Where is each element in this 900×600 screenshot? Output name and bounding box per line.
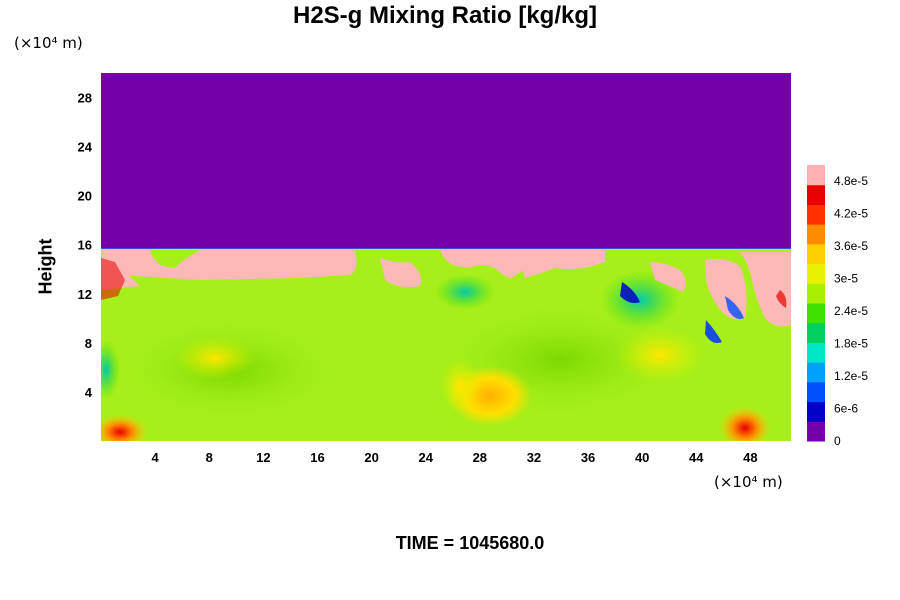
y-tick-label: 8 <box>85 336 92 351</box>
chart-title: H2S-g Mixing Ratio [kg/kg] <box>292 2 597 29</box>
colorbar-swatch <box>807 362 825 383</box>
time-label: TIME = 1045680.0 <box>395 533 545 553</box>
colorbar-tick-label: 3e-5 <box>834 272 858 286</box>
x-unit-label: (×10⁴ m) <box>714 473 783 491</box>
x-tick-label: 12 <box>256 450 270 465</box>
colorbar-tick-label: 0 <box>834 434 841 448</box>
colorbar-swatch <box>807 184 825 205</box>
colorbar-tick-label: 6e-6 <box>834 402 858 416</box>
heatmap-field <box>101 73 791 441</box>
x-tick-label: 32 <box>527 450 541 465</box>
colorbar-swatch <box>807 263 825 284</box>
y-tick-labels: 4 8 12 16 20 24 28 <box>78 91 93 400</box>
y-tick-label: 28 <box>78 91 92 106</box>
colorbar-swatch <box>807 283 825 304</box>
colorbar-swatch <box>807 303 825 324</box>
x-tick-label: 48 <box>743 450 757 465</box>
x-tick-label: 28 <box>473 450 487 465</box>
y-tick-label: 4 <box>85 385 93 400</box>
colorbar-tick-label: 1.8e-5 <box>834 337 868 351</box>
y-tick-label: 24 <box>78 140 93 155</box>
colorbar-swatch <box>807 421 825 442</box>
colorbar <box>807 165 825 442</box>
colorbar-tick-label: 1.2e-5 <box>834 369 868 383</box>
colorbar-tick-label: 4.8e-5 <box>834 174 868 188</box>
colorbar-swatch <box>807 401 825 422</box>
colorbar-tick-label: 3.6e-5 <box>834 239 868 253</box>
y-tick-label: 20 <box>78 189 92 204</box>
colorbar-tick-labels: 0 6e-6 1.2e-5 1.8e-5 2.4e-5 3e-5 3.6e-5 4.2e-5 4… <box>834 174 868 448</box>
x-tick-label: 24 <box>418 450 433 465</box>
x-tick-label: 36 <box>581 450 595 465</box>
colorbar-tick-label: 4.2e-5 <box>834 207 868 221</box>
x-tick-label: 8 <box>206 450 213 465</box>
colorbar-swatch <box>807 381 825 403</box>
y-tick-label: 12 <box>78 287 92 302</box>
x-tick-label: 16 <box>310 450 324 465</box>
x-tick-label: 20 <box>364 450 378 465</box>
colorbar-swatch <box>807 243 825 265</box>
colorbar-swatch <box>807 165 825 186</box>
colorbar-swatch <box>807 342 825 363</box>
colorbar-swatch <box>807 224 825 245</box>
x-tick-label: 4 <box>152 450 160 465</box>
colorbar-swatch <box>807 322 825 343</box>
colorbar-tick-label: 2.4e-5 <box>834 304 868 318</box>
x-tick-label: 44 <box>689 450 704 465</box>
y-tick-label: 16 <box>78 238 92 253</box>
y-unit-label: (×10⁴ m) <box>14 34 83 52</box>
x-tick-label: 40 <box>635 450 649 465</box>
colorbar-swatch <box>807 204 825 225</box>
x-tick-labels: 4 8 12 16 20 24 28 32 36 40 44 48 <box>152 450 758 465</box>
